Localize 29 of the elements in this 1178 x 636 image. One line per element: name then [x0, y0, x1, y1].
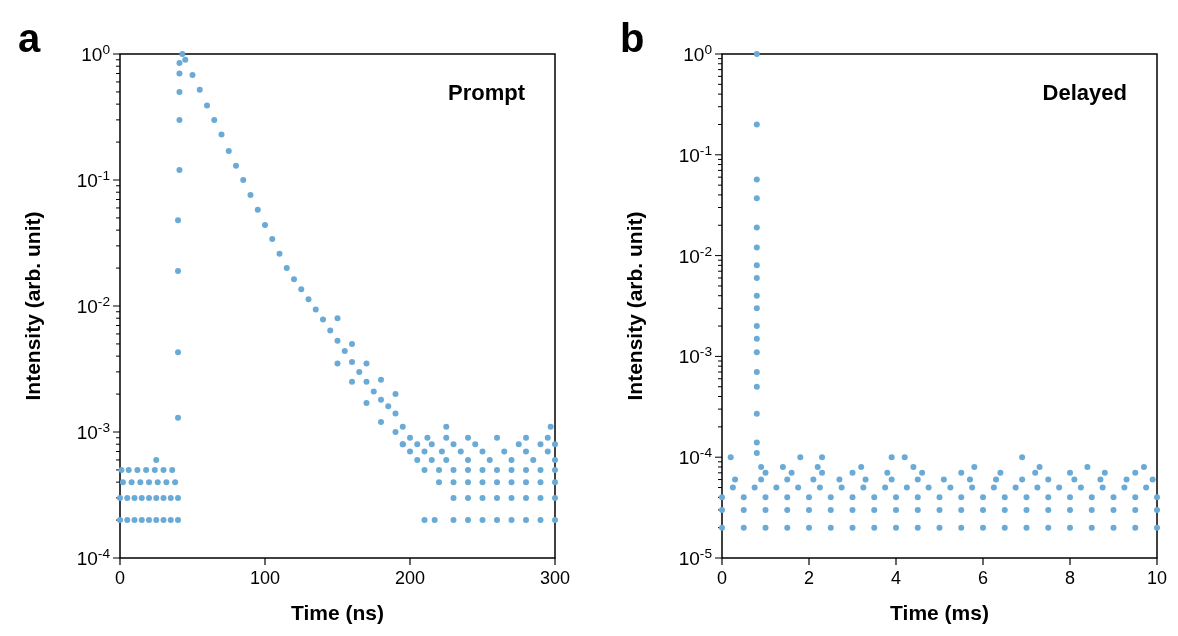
y-tick-label: 10$^{0}$ [683, 41, 713, 65]
x-tick-label: 2 [803, 568, 815, 588]
annotation: Prompt [448, 80, 526, 105]
x-tick-label: 200 [394, 568, 426, 588]
y-tick-label: 10$^{-1}$ [76, 167, 110, 191]
y-tick-label: 10$^{-1}$ [678, 142, 712, 166]
annotation: Delayed [1042, 80, 1127, 105]
y-axis-title: Intensity (arb. unit) [623, 211, 646, 401]
y-tick-label: 10$^{-5}$ [678, 545, 713, 569]
chart-title: a [18, 16, 41, 60]
y-tick-label: 10$^{-2}$ [76, 293, 110, 317]
x-tick-label: 0 [716, 568, 728, 588]
y-tick-label: 10$^{-3}$ [678, 343, 712, 368]
x-tick-label: 100 [249, 568, 281, 588]
x-axis-title: Time (ms) [890, 601, 989, 624]
x-tick-label: 10 [1146, 568, 1168, 588]
x-tick-label: 4 [890, 568, 902, 588]
x-tick-label: 6 [977, 568, 989, 588]
y-tick-label: 10$^{-2}$ [678, 243, 712, 267]
x-tick-label: 0 [114, 568, 126, 588]
x-tick-label: 8 [1064, 568, 1076, 588]
y-tick-label: 10$^{-4}$ [678, 444, 713, 469]
y-axis-title: Intensity (arb. unit) [21, 211, 44, 401]
x-axis-title: Time (ns) [291, 601, 384, 624]
y-tick-label: 10$^{-3}$ [76, 419, 110, 443]
y-tick-label: 10$^{-4}$ [76, 545, 111, 569]
x-tick-label: 300 [539, 568, 571, 588]
y-tick-label: 10$^{0}$ [81, 41, 111, 65]
chart-title: b [620, 16, 645, 60]
